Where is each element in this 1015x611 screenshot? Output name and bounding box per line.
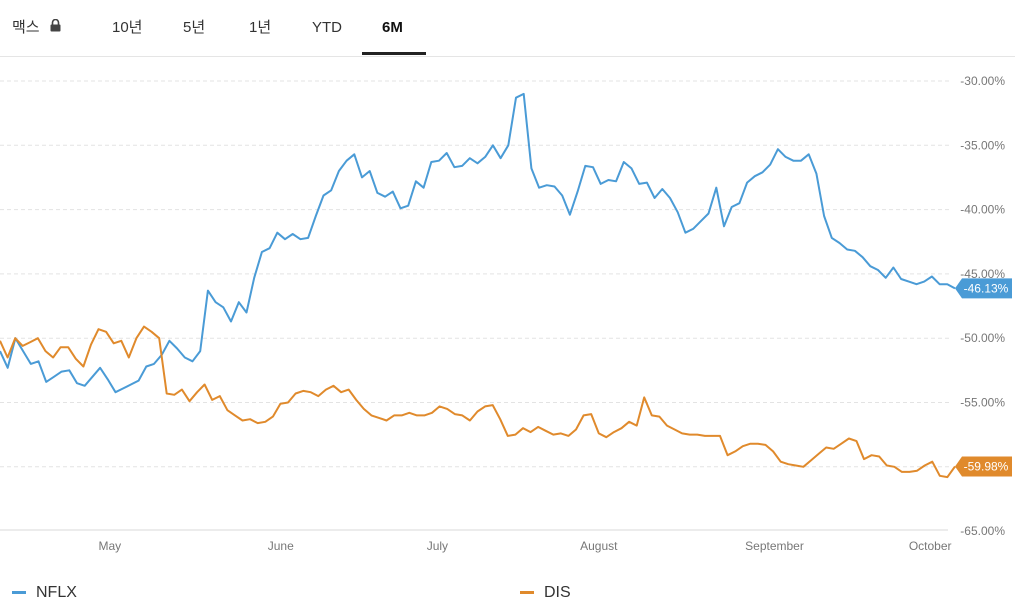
tab-10y-label: 10년 xyxy=(112,19,143,36)
tab-ytd[interactable]: YTD xyxy=(312,0,342,56)
range-tabs: 맥스 10년 5년 1년 YTD 6M xyxy=(0,0,1015,57)
tab-1y-label: 1년 xyxy=(249,19,272,36)
lock-icon xyxy=(50,0,61,56)
y-tick-label: -45.00% xyxy=(960,267,1005,281)
y-tick-label: -30.00% xyxy=(960,74,1005,88)
legend-label-dis: DIS xyxy=(544,584,571,601)
series-lines xyxy=(0,92,956,479)
x-tick-label: May xyxy=(98,539,121,553)
x-axis-ticks: May June July August September October xyxy=(98,539,951,553)
svg-text:-46.13%: -46.13% xyxy=(964,281,1009,295)
x-tick-label: October xyxy=(909,539,952,553)
legend-swatch-nflx xyxy=(12,591,26,595)
legend-label-nflx: NFLX xyxy=(36,584,77,601)
series-line-nflx xyxy=(0,92,956,394)
svg-text:-59.98%: -59.98% xyxy=(964,460,1009,474)
y-tick-label: -65.00% xyxy=(960,524,1005,538)
tab-max[interactable]: 맥스 xyxy=(12,0,61,56)
legend-item-dis[interactable]: DIS xyxy=(520,584,571,608)
x-tick-label: June xyxy=(268,539,294,553)
series-line-dis xyxy=(0,325,956,479)
tab-10y[interactable]: 10년 xyxy=(112,0,143,56)
active-tab-indicator xyxy=(362,52,426,55)
tab-6m-label: 6M xyxy=(382,19,403,36)
end-label-dis: -59.98% xyxy=(955,456,1012,477)
end-label-nflx: -46.13% xyxy=(955,278,1012,299)
legend-swatch-dis xyxy=(520,591,534,595)
tab-1y[interactable]: 1년 xyxy=(249,0,271,56)
y-tick-label: -35.00% xyxy=(960,138,1005,152)
x-tick-label: August xyxy=(580,539,618,553)
tab-5y-label: 5년 xyxy=(183,19,206,36)
y-tick-label: -55.00% xyxy=(960,396,1005,410)
grid-lines xyxy=(0,80,950,468)
y-tick-label: -40.00% xyxy=(960,203,1005,217)
x-tick-label: July xyxy=(427,539,448,553)
x-tick-label: September xyxy=(745,539,804,553)
legend-item-nflx[interactable]: NFLX xyxy=(12,584,77,608)
y-tick-label: -50.00% xyxy=(960,331,1005,345)
tab-6m[interactable]: 6M xyxy=(382,0,403,56)
tab-ytd-label: YTD xyxy=(312,19,342,36)
tab-max-label: 맥스 xyxy=(12,19,40,36)
tab-5y[interactable]: 5년 xyxy=(183,0,205,56)
series-end-labels: -46.13% -59.98% xyxy=(955,278,1012,477)
comparison-line-chart: -30.00% -35.00% -40.00% -45.00% -50.00% -55.0… xyxy=(0,74,1012,553)
